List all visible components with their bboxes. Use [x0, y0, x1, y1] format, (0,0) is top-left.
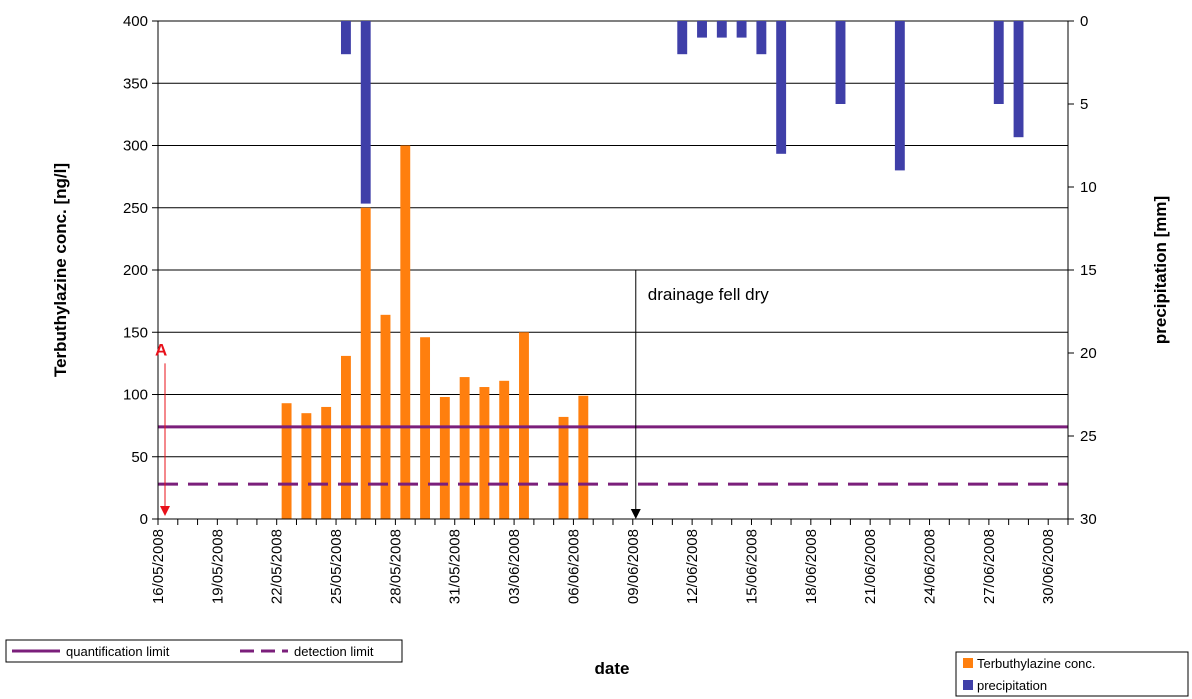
left-tick-label: 50: [131, 449, 148, 466]
legend-detection-label: detection limit: [294, 644, 374, 659]
right-axis-ticks: 0 5 10 15 20 25 30: [1068, 13, 1097, 528]
precipitation-bar: [716, 21, 727, 38]
legend-conc-swatch: [963, 658, 973, 668]
marker-a-arrow-head: [160, 506, 170, 516]
left-axis-title: Terbuthylazine conc. [ng/l]: [51, 163, 70, 377]
concentration-bar: [321, 406, 332, 519]
x-tick-label: 19/05/2008: [209, 529, 226, 604]
concentration-bar: [281, 403, 292, 519]
x-tick-label: 28/05/2008: [387, 529, 404, 604]
x-tick-label: 18/06/2008: [803, 529, 820, 604]
right-tick-label: 15: [1080, 262, 1097, 279]
right-tick-label: 5: [1080, 96, 1088, 113]
limit-lines: [158, 425, 1068, 486]
x-axis-title: date: [595, 659, 630, 678]
precipitation-bar: [993, 21, 1004, 104]
right-tick-label: 10: [1080, 179, 1097, 196]
legend-lines: quantification limit detection limit: [5, 639, 403, 663]
precipitation-bar: [776, 21, 787, 154]
right-tick-label: 25: [1080, 428, 1097, 445]
x-tick-label: 24/06/2008: [922, 529, 939, 604]
precipitation-bar: [360, 21, 371, 204]
legend-bars-frame: [955, 651, 1189, 697]
legend-conc-label: Terbuthylazine conc.: [977, 656, 1096, 671]
concentration-bar: [360, 207, 371, 519]
x-tick-label: 21/06/2008: [862, 529, 879, 604]
left-tick-label: 350: [123, 75, 148, 92]
concentration-bar: [558, 416, 569, 519]
concentration-bar: [578, 395, 589, 519]
left-tick-label: 100: [123, 387, 148, 404]
right-tick-label: 0: [1080, 13, 1088, 30]
concentration-bar: [340, 355, 351, 519]
concentration-bar: [459, 377, 470, 519]
left-tick-label: 0: [140, 511, 148, 528]
left-tick-label: 150: [123, 324, 148, 341]
precipitation-bar: [894, 21, 905, 171]
left-tick-label: 400: [123, 13, 148, 30]
left-tick-label: 300: [123, 138, 148, 155]
x-tick-label: 31/05/2008: [447, 529, 464, 604]
left-tick-label: 200: [123, 262, 148, 279]
x-axis-ticks: 16/05/2008 19/05/2008 22/05/2008 25/05/2008…: [150, 519, 1069, 604]
gridlines: [158, 20, 1068, 458]
left-tick-label: 250: [123, 200, 148, 217]
precipitation-bar: [340, 21, 351, 55]
x-tick-label: 15/06/2008: [743, 529, 760, 604]
marker-a-label: A: [155, 340, 167, 359]
right-tick-label: 30: [1080, 511, 1097, 528]
precipitation-bar: [677, 21, 688, 55]
x-tick-label: 16/05/2008: [150, 529, 167, 604]
concentration-bar: [400, 145, 411, 519]
x-tick-label: 25/05/2008: [328, 529, 345, 604]
concentration-bar: [301, 413, 312, 519]
legend-quantification-label: quantification limit: [66, 644, 170, 659]
legend-lines-frame: [5, 639, 403, 663]
precipitation-bar: [736, 21, 747, 38]
x-tick-label: 03/06/2008: [506, 529, 523, 604]
concentration-bar: [439, 396, 450, 519]
legend-precip-swatch: [963, 680, 973, 690]
legend-bars: Terbuthylazine conc. precipitation: [955, 651, 1189, 697]
concentration-bar: [499, 380, 510, 519]
precipitation-bar: [1013, 21, 1024, 138]
x-tick-label: 09/06/2008: [625, 529, 642, 604]
right-tick-label: 20: [1080, 345, 1097, 362]
drainage-arrow-head: [630, 509, 641, 519]
right-axis-title: precipitation [mm]: [1151, 196, 1170, 344]
x-tick-label: 27/06/2008: [981, 529, 998, 604]
legend-precip-label: precipitation: [977, 678, 1047, 693]
x-tick-label: 30/06/2008: [1040, 529, 1057, 604]
left-axis-ticks: 0 50 100 150 200 250 300 350 400: [123, 13, 158, 528]
drainage-annotation: drainage fell dry: [648, 285, 769, 304]
precipitation-bars: [340, 21, 1024, 204]
x-tick-label: 22/05/2008: [269, 529, 286, 604]
concentration-bar: [479, 387, 490, 519]
annotations: drainage fell dry A: [155, 270, 769, 519]
x-tick-label: 12/06/2008: [684, 529, 701, 604]
precipitation-bar: [697, 21, 707, 38]
precipitation-bar: [835, 21, 846, 104]
precipitation-bar: [756, 21, 767, 55]
concentration-bar: [380, 314, 391, 519]
x-tick-label: 06/06/2008: [565, 529, 582, 604]
